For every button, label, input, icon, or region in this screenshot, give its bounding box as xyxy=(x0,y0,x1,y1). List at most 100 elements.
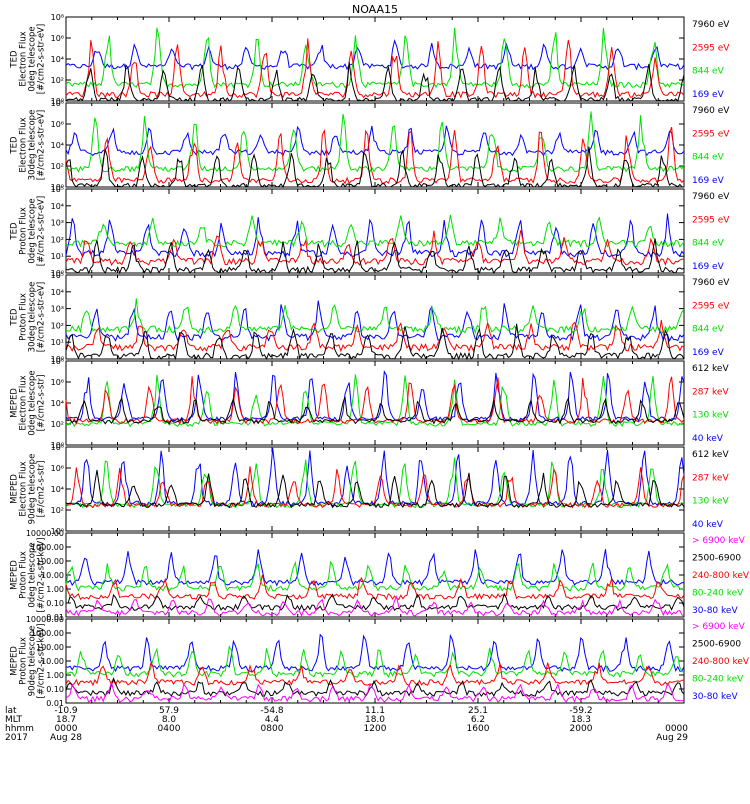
series-line xyxy=(65,680,685,703)
series-line xyxy=(65,549,685,587)
y-axis-label: MEPEDProton Flux0deg telescope[#/cm2-s-s… xyxy=(10,538,47,613)
legend-entry: 287 keV xyxy=(692,473,729,483)
x-tick-label: 18.3 xyxy=(571,715,591,725)
y-tick-label: 100.00 xyxy=(36,643,64,652)
legend-entry: 130 keV xyxy=(692,497,729,507)
y-axis-label: MEPEDElectron Flux90deg telescope[#/cm2-… xyxy=(10,454,47,525)
x-tick-label: 0000 xyxy=(55,724,78,734)
y-tick-label: 10⁴ xyxy=(51,141,64,150)
series-line xyxy=(65,369,685,423)
legend-entry: 844 eV xyxy=(692,325,725,335)
series-line xyxy=(65,469,685,509)
y-tick-label: 10² xyxy=(51,76,64,85)
series-line xyxy=(65,238,685,275)
legend-entry: 130 keV xyxy=(692,411,729,421)
y-axis-label-line: MEPED xyxy=(10,560,20,590)
y-axis-label: TEDElectron Flux0deg telescope[#/cm2-s-s… xyxy=(10,24,47,94)
legend-entry: 612 keV xyxy=(692,364,729,374)
x-tick-label: -54.8 xyxy=(260,706,284,716)
series-line xyxy=(65,300,685,343)
panel-frame xyxy=(65,446,685,532)
y-tick-label: 10⁵ xyxy=(51,185,64,194)
legend-entry: 169 eV xyxy=(692,176,725,186)
y-tick-label: 10.00 xyxy=(41,571,64,580)
y-axis-label-line: TED xyxy=(10,308,20,327)
panel-frame xyxy=(65,532,685,618)
y-axis-label-line: [#/cm2-s-str] xyxy=(37,461,47,518)
y-tick-label: 10⁸ xyxy=(51,99,64,108)
y-tick-label: 0.10 xyxy=(46,599,64,608)
legend-entry: 80-240 keV xyxy=(692,675,744,685)
y-tick-label: 10⁰ xyxy=(51,355,64,364)
y-tick-label: 10⁰ xyxy=(51,97,64,106)
panel-frame xyxy=(65,102,685,188)
y-tick-label: 10⁸ xyxy=(51,13,64,22)
series-line xyxy=(65,374,685,428)
y-tick-label: 10⁰ xyxy=(51,269,64,278)
series-line xyxy=(65,298,685,335)
y-axis-label-line: Electron Flux xyxy=(19,117,29,172)
legend-entry: 169 eV xyxy=(692,348,725,358)
legend-entry: 40 keV xyxy=(692,520,724,530)
legend-entry: 7960 eV xyxy=(692,106,730,116)
y-tick-label: 10⁶ xyxy=(51,34,64,43)
series-line xyxy=(65,146,685,189)
x-tick-label: 2000 xyxy=(570,724,593,734)
y-axis-label: TEDProton Flux0deg telescope[#/cm2-s-str… xyxy=(10,196,47,266)
y-axis-label-line: [#/cm2-s-str-eV] xyxy=(37,24,47,94)
y-tick-label: 1000.00 xyxy=(31,629,64,638)
series-line xyxy=(65,323,685,361)
x-tick-label: 57.9 xyxy=(159,706,179,716)
x-tick-label: 25.1 xyxy=(468,706,488,716)
x-tick-label: 6.2 xyxy=(471,715,485,725)
y-tick-label: 1.00 xyxy=(46,671,64,680)
figure-title: NOAA15 xyxy=(352,3,398,16)
series-line xyxy=(65,396,685,425)
legend-entry: 30-80 keV xyxy=(692,692,738,702)
legend-entry: 844 eV xyxy=(692,153,725,163)
series-line xyxy=(65,27,685,89)
x-row-label: 2017 xyxy=(5,733,28,743)
series-line xyxy=(65,61,685,103)
series-line xyxy=(65,466,685,509)
y-tick-label: 10⁶ xyxy=(51,378,64,387)
x-tick-label: Aug 28 xyxy=(50,733,82,743)
y-tick-label: 10¹ xyxy=(51,338,64,347)
x-tick-label: -10.9 xyxy=(54,706,78,716)
y-tick-label: 10³ xyxy=(51,305,64,314)
legend-entry: 2595 eV xyxy=(692,215,730,225)
y-tick-label: 10⁴ xyxy=(51,399,64,408)
y-tick-label: 10² xyxy=(51,506,64,515)
y-axis-label: MEPEDElectron Flux0deg telescope[#/cm2-s… xyxy=(10,370,47,435)
series-line xyxy=(65,592,685,612)
legend-entry: 287 keV xyxy=(692,387,729,397)
y-axis-label-line: 0deg telescope xyxy=(28,26,38,91)
series-line xyxy=(65,677,685,698)
series-line xyxy=(65,214,685,249)
y-axis-label-line: [#/cm2-s-str] xyxy=(37,375,47,432)
y-tick-label: 100.00 xyxy=(36,557,64,566)
panel-6: 10⁰ 10² 10⁴ 10⁶ 10⁸ MEPEDElectron Flux90deg t… xyxy=(10,443,730,536)
x-row-label: hhmm xyxy=(5,724,34,734)
y-tick-label: 0.10 xyxy=(46,685,64,694)
y-tick-label: 10² xyxy=(51,321,64,330)
y-tick-label: 10⁰ xyxy=(51,527,64,536)
legend-entry: > 6900 keV xyxy=(692,622,746,632)
legend-entry: 80-240 keV xyxy=(692,589,744,599)
x-tick-label: 11.1 xyxy=(365,706,385,716)
y-axis-label-line: 30deg telescope xyxy=(28,110,38,181)
y-axis-label: MEPEDProton Flux90deg telescope[#/cm2-s-… xyxy=(10,624,47,699)
x-tick-label: 4.4 xyxy=(265,715,280,725)
y-axis-label-line: TED xyxy=(10,136,20,155)
y-axis-label-line: [#/cm2-s-str-eV] xyxy=(37,282,47,352)
series-line xyxy=(65,38,685,71)
y-tick-label: 1.00 xyxy=(46,585,64,594)
y-axis-label-line: TED xyxy=(10,222,20,241)
series-line xyxy=(65,230,685,267)
x-row-label: MLT xyxy=(5,715,23,725)
series-line xyxy=(65,633,685,673)
x-tick-label: -59.2 xyxy=(569,706,592,716)
x-tick-label: 8.0 xyxy=(162,715,177,725)
series-line xyxy=(65,376,685,425)
